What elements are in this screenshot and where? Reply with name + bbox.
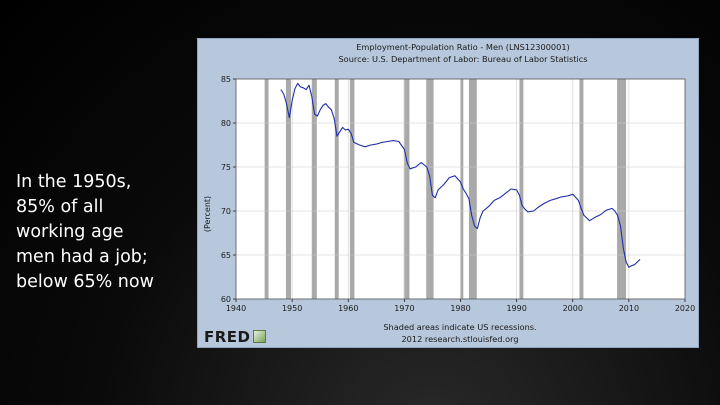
slide-caption: In the 1950s, 85% of all working age men…: [16, 170, 191, 295]
recession-band: [468, 79, 477, 299]
recession-footnote: Shaded areas indicate US recessions.: [383, 322, 536, 332]
y-tick-label: 75: [221, 163, 231, 172]
recession-band: [334, 79, 339, 299]
chart: Employment-Population Ratio - Men (LNS12…: [203, 42, 695, 344]
recession-band: [349, 79, 355, 299]
fred-logo-text: FRED: [204, 328, 251, 346]
fred-chart-panel: Employment-Population Ratio - Men (LNS12…: [197, 38, 699, 348]
x-tick-label: 1950: [282, 304, 302, 313]
series-line: [280, 82, 641, 268]
x-tick-label: 2000: [563, 304, 583, 313]
caption-line: below 65% now: [16, 272, 154, 292]
x-tick-label: 2020: [675, 304, 695, 313]
recession-band: [426, 79, 434, 299]
x-tick-label: 1960: [338, 304, 358, 313]
caption-line: working age: [16, 222, 124, 242]
y-tick-label: 65: [221, 251, 231, 260]
recession-band: [519, 79, 524, 299]
x-tick-label: 1940: [226, 304, 246, 313]
y-tick-label: 60: [221, 295, 231, 304]
x-tick-label: 2010: [619, 304, 639, 313]
fred-logo: FRED: [204, 328, 266, 346]
source-footnote: 2012 research.stlouisfed.org: [401, 334, 518, 344]
caption-line: In the 1950s,: [16, 172, 132, 192]
chart-subtitle: Source: U.S. Department of Labor: Bureau…: [338, 54, 587, 64]
recession-band: [617, 79, 627, 299]
x-tick-label: 1990: [506, 304, 526, 313]
chart-title: Employment-Population Ratio - Men (LNS12…: [356, 42, 569, 52]
recession-band: [311, 79, 317, 299]
recession-band: [285, 79, 292, 299]
x-tick-label: 1980: [450, 304, 470, 313]
plot-area: 60 65 70 75 80 85 1940 1950 1960 1970 1980 1990 2000…: [221, 75, 695, 313]
caption-line: 85% of all: [16, 197, 104, 217]
y-tick-label: 70: [221, 207, 231, 216]
y-tick-label: 85: [221, 75, 231, 84]
y-tick-label: 80: [221, 119, 231, 128]
y-axis-label: (Percent): [203, 196, 212, 232]
recession-band: [264, 79, 269, 299]
recession-band: [403, 79, 410, 299]
recession-band: [579, 79, 584, 299]
x-tick-label: 1970: [394, 304, 414, 313]
caption-line: men had a job;: [16, 247, 148, 267]
recession-band: [460, 79, 464, 299]
fred-chart-icon: [252, 330, 266, 343]
plot-border: [235, 78, 686, 300]
